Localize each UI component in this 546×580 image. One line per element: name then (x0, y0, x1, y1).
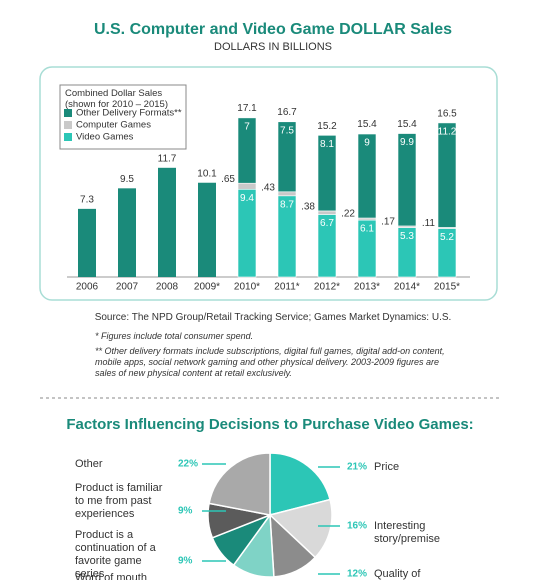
bar-segment (397, 133, 417, 227)
value-label: 6.7 (320, 218, 334, 229)
total-label: 15.4 (357, 119, 377, 130)
total-label: 16.7 (277, 107, 297, 118)
total-label: 11.7 (158, 153, 177, 164)
chart-subtitle: DOLLARS IN BILLIONS (214, 41, 332, 53)
pie-slice (208, 452, 271, 516)
value-label: .11 (422, 218, 436, 229)
value-label: 11.2 (438, 127, 457, 138)
legend-title: Combined Dollar Sales (shown for 2010 – … (65, 88, 168, 110)
percent-label: 9% (178, 506, 193, 517)
legend-swatch (64, 133, 72, 141)
value-label: 5.3 (400, 231, 414, 242)
x-tick-label: 2009* (194, 282, 220, 293)
value-label: 7 (244, 122, 250, 133)
footnote: * Figures include total consumer spend. (95, 331, 254, 341)
pie-slice (269, 452, 331, 516)
x-tick-label: 2010* (234, 282, 260, 293)
x-tick-label: 2015* (434, 282, 460, 293)
source: Source: The NPD Group/Retail Tracking Se… (94, 312, 452, 323)
value-label: .43 (261, 182, 275, 193)
footnote: ** Other delivery formats include subscr… (95, 346, 445, 378)
bar (118, 188, 136, 277)
value-label: 8.7 (280, 199, 294, 210)
total-label: 15.2 (317, 121, 337, 132)
x-tick-label: 2012* (314, 282, 340, 293)
total-label: 7.3 (80, 195, 94, 206)
total-label: 17.1 (237, 103, 257, 114)
total-label: 9.5 (120, 174, 134, 185)
bar-segment (317, 135, 337, 212)
bar-segment (357, 217, 377, 221)
value-label: 9.4 (240, 193, 254, 204)
legend-swatch (64, 121, 72, 129)
value-label: .65 (221, 174, 235, 185)
bar-segment (357, 133, 377, 219)
bar (198, 182, 216, 277)
x-tick-label: 2013* (354, 282, 380, 293)
bar (158, 167, 176, 277)
value-label: 6.1 (360, 224, 374, 235)
chart-frame (39, 66, 498, 301)
total-label: 15.4 (397, 119, 417, 130)
value-label: .17 (381, 217, 395, 228)
category-label: Price (374, 461, 400, 473)
percent-label: 9% (178, 556, 193, 567)
bar-segment (237, 182, 257, 190)
category-label: Word of mouth (75, 572, 147, 580)
legend-swatch (64, 109, 72, 117)
percent-label: 21% (347, 462, 367, 473)
legend-label: Computer Games (76, 120, 151, 131)
value-label: 9 (364, 138, 370, 149)
bar-segment (277, 191, 297, 197)
total-label: 16.5 (437, 109, 457, 120)
legend-label: Video Games (76, 132, 134, 143)
legend-box (59, 84, 187, 150)
pie-slice (268, 498, 333, 559)
x-tick-label: 2014* (394, 282, 420, 293)
value-label: .22 (341, 209, 355, 220)
category-label: Other (75, 458, 103, 470)
bar-segment (277, 121, 297, 193)
percent-label: 16% (347, 521, 367, 532)
x-tick-label: 2006 (76, 282, 99, 293)
category-label: Product is a continuation of a favorite … (75, 529, 156, 580)
category-label: Product is familiar to me from past expe… (75, 482, 163, 520)
bar (78, 208, 96, 277)
percent-label: 12% (347, 569, 367, 580)
x-tick-label: 2008 (156, 282, 179, 293)
value-label: 8.1 (320, 139, 334, 150)
value-label: 5.2 (440, 232, 454, 243)
category-label: Quality of graphics (374, 568, 421, 580)
category-label: Interesting story/premise (374, 520, 441, 545)
x-tick-label: 2011* (274, 282, 300, 293)
pie-title: Factors Influencing Decisions to Purchas… (66, 416, 473, 433)
legend-label: Other Delivery Formats** (76, 108, 182, 119)
percent-label: 22% (178, 459, 198, 470)
chart-title: U.S. Computer and Video Game DOLLAR Sale… (94, 21, 452, 38)
value-label: .38 (301, 202, 315, 213)
bar-segment (437, 122, 457, 228)
bar-segment (237, 117, 257, 184)
total-label: 10.1 (197, 168, 217, 179)
value-label: 9.9 (400, 137, 414, 148)
bar-segment (317, 210, 337, 215)
value-label: 7.5 (280, 125, 294, 136)
x-tick-label: 2007 (116, 282, 139, 293)
